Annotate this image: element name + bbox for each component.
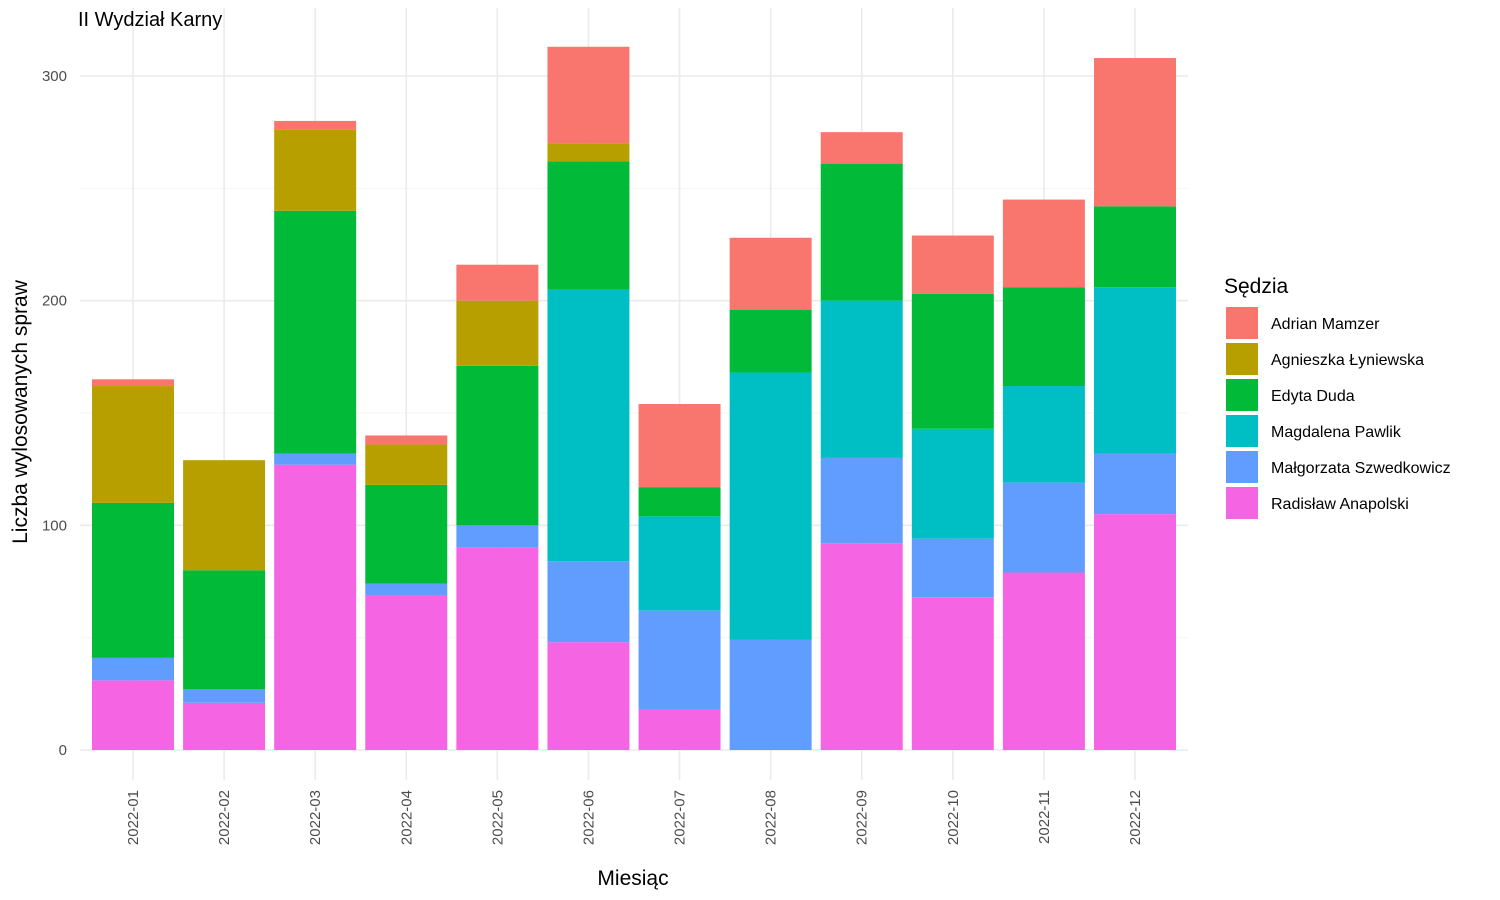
y-tick-label: 100 [42,517,67,534]
bar-segment [911,235,994,294]
legend-swatch [1226,415,1258,447]
legend-label: Agnieszka Łyniewska [1271,352,1424,369]
x-tick-label: 2022-02 [216,790,233,845]
bar-segment [365,484,448,584]
bar-segment [92,379,174,387]
x-tick-label: 2022-11 [1036,790,1053,844]
bar-segment [365,435,448,445]
legend-label: Małgorzata Szwedkowicz [1271,460,1451,477]
bar-segment [1094,58,1176,207]
y-tick-label: 300 [42,68,67,85]
legend-swatch [1226,451,1258,483]
bar-segment [1002,287,1085,387]
x-tick-label: 2022-06 [580,790,597,845]
bar-segment [274,120,357,130]
bar-segment [456,264,539,301]
bar-segment [638,709,721,750]
bar-segment [183,570,266,690]
bar-segment [547,143,630,162]
bar-segment [911,428,994,539]
bar-segment [1002,572,1085,750]
x-tick-label: 2022-04 [398,790,415,845]
bar-segment [638,516,721,611]
bar-segment [820,163,903,301]
x-axis: 2022-01 2022-02 2022-03 2022-04 2022-05 2022-… [125,790,1144,845]
x-tick-label: 2022-05 [489,790,506,845]
bar-segment [1002,386,1085,483]
legend-label: Magdalena Pawlik [1271,424,1402,441]
bar-segment [1094,453,1176,515]
bar-segment [911,538,994,598]
bar-segment [820,457,903,544]
bar-segment [456,365,539,526]
legend-swatch [1226,343,1258,375]
bar-segment [1002,199,1085,288]
x-tick-label: 2022-07 [672,790,689,845]
bar-segment [274,453,357,465]
bar-segment [638,404,721,488]
chart-title: II Wydział Karny [78,9,222,31]
bar-segment [547,289,630,562]
bar-segment [729,639,812,750]
bar-segment [456,547,539,750]
legend-swatch [1226,379,1258,411]
legend-swatch [1226,307,1258,339]
y-axis-title: Liczba wylosowanych spraw [9,279,32,544]
bar-segment [92,386,174,503]
bar-segment [183,702,266,750]
x-tick-label: 2022-10 [945,790,962,845]
bar-segment [729,372,812,640]
bar-segment [911,597,994,750]
bar-segment [1094,206,1176,288]
bar-segment [638,610,721,710]
bar-segment [820,132,903,164]
legend-label: Radisław Anapolski [1271,496,1409,513]
legend-label: Edyta Duda [1271,388,1355,405]
bar-segment [183,460,266,571]
bar-segment [1002,482,1085,573]
legend-label: Adrian Mamzer [1271,316,1380,333]
bar-segment [547,161,630,290]
y-tick-label: 200 [42,293,67,310]
bar-segment [729,309,812,373]
x-tick-label: 2022-01 [125,790,142,845]
bars [92,46,1176,750]
bar-segment [547,642,630,750]
bar-segment [820,300,903,458]
bar-segment [456,525,539,548]
bar-segment [729,237,812,310]
bar-segment [1094,287,1176,454]
legend-title: Sędzia [1224,275,1289,298]
bar-segment [274,210,357,454]
bar-segment [92,680,174,750]
y-axis: 0 100 200 300 [42,68,67,759]
legend: Sędzia Adrian Mamzer Agnieszka Łyniewska E… [1224,275,1451,519]
bar-segment [638,487,721,517]
x-tick-label: 2022-09 [854,790,871,845]
bar-segment [456,300,539,366]
bar-segment [365,583,448,595]
bar-segment [547,46,630,144]
bar-segment [365,594,448,750]
legend-items: Adrian Mamzer Agnieszka Łyniewska Edyta Du… [1226,307,1451,519]
y-tick-label: 0 [59,742,67,759]
bar-segment [365,444,448,485]
x-tick-label: 2022-08 [763,790,780,845]
bar-segment [274,129,357,211]
bar-segment [274,464,357,750]
bar-segment [820,543,903,750]
bar-segment [911,293,994,429]
x-axis-title: Miesiąc [597,867,668,890]
bar-segment [1094,514,1176,750]
legend-swatch [1226,487,1258,519]
bar-segment [183,689,266,703]
x-tick-label: 2022-03 [307,790,324,845]
bar-segment [92,657,174,681]
bar-segment [547,561,630,643]
bar-segment [92,502,174,658]
x-tick-label: 2022-12 [1127,790,1144,845]
